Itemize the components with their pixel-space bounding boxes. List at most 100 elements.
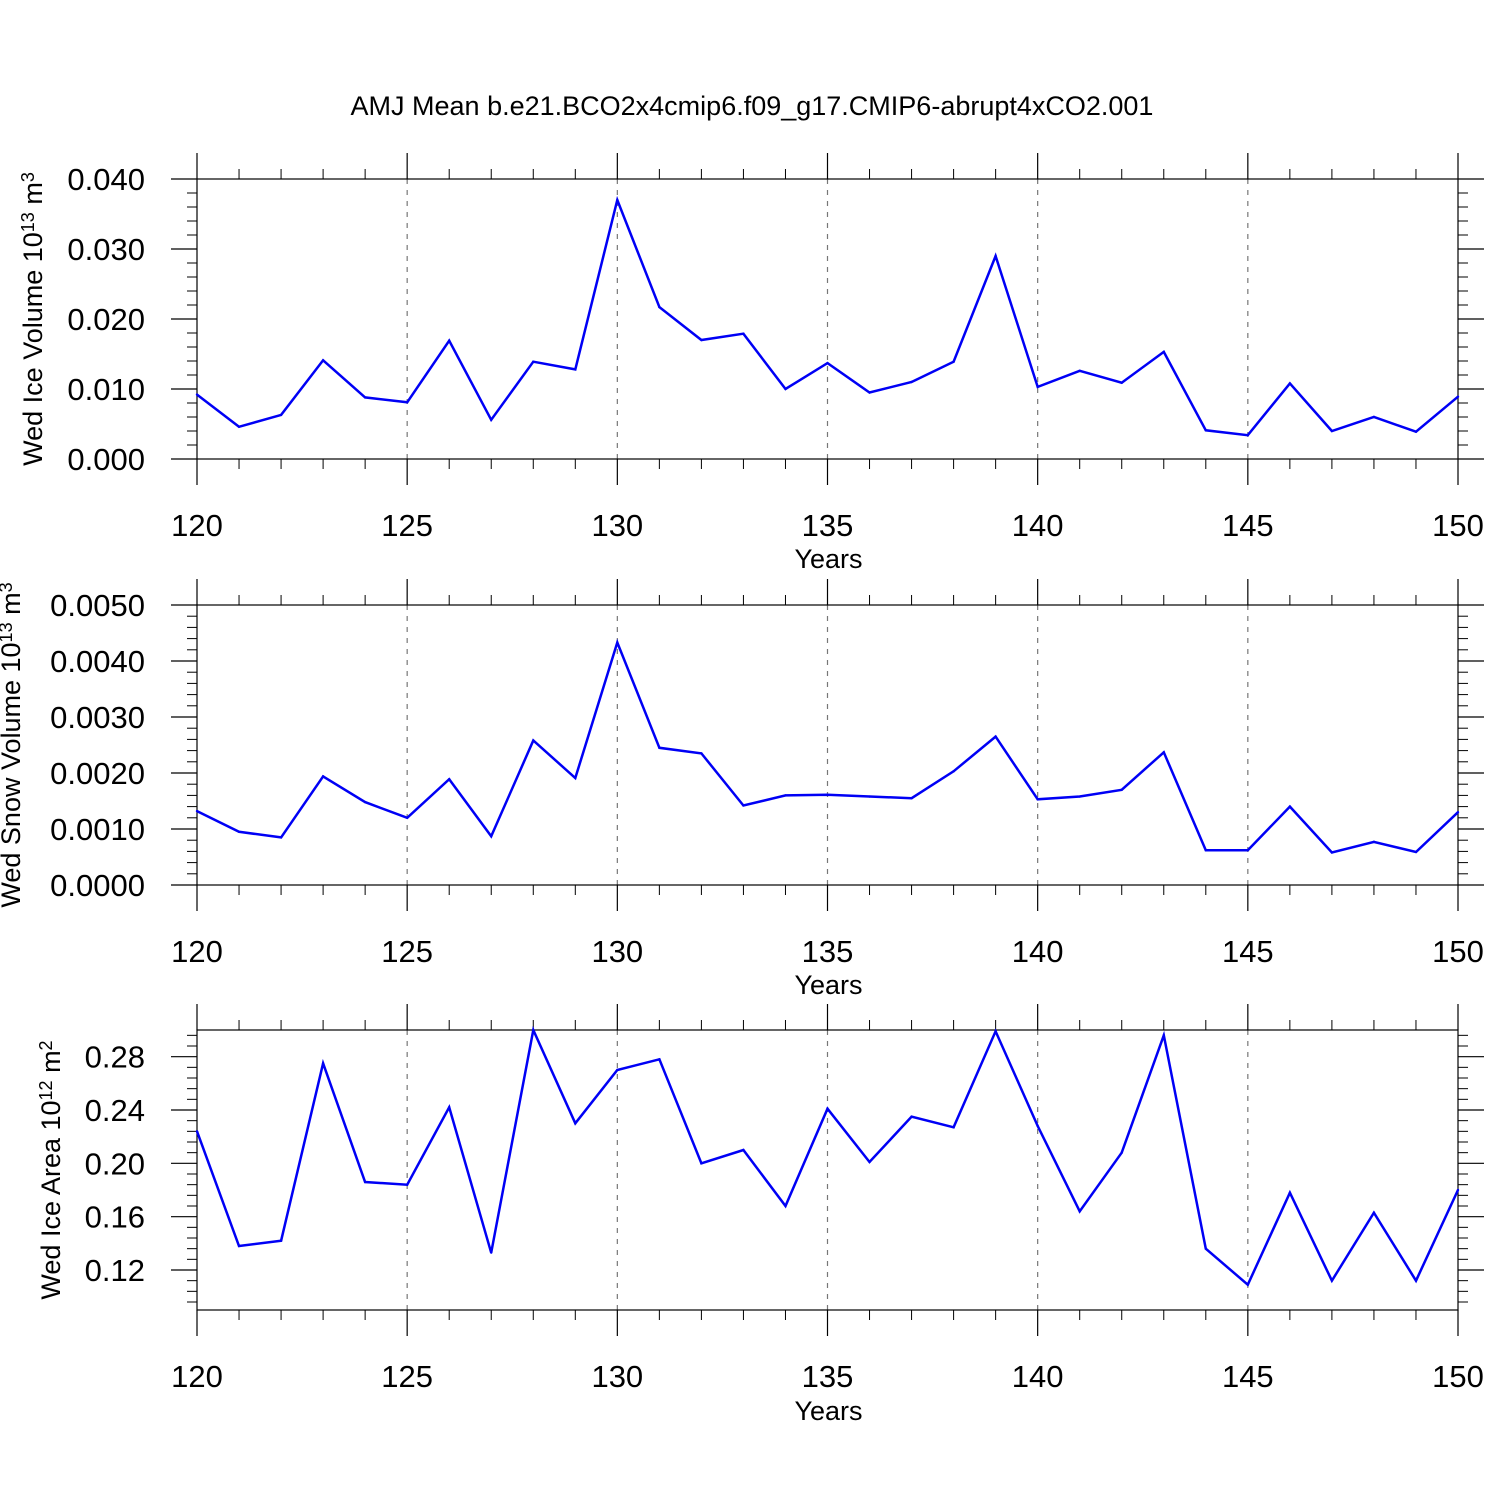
data-point [1078, 369, 1081, 372]
y-axis-label-unit-exp: 2 [36, 1040, 56, 1050]
data-point [658, 305, 661, 309]
data-point [321, 359, 325, 362]
x-tick-label: 120 [171, 508, 223, 543]
y-axis-label-base: Wed Ice Area 10 [36, 1100, 66, 1299]
data-point [1372, 840, 1376, 844]
data-point [742, 332, 745, 335]
y-axis-label: Wed Snow Volume 1013 m3 [0, 582, 26, 907]
x-tick-label: 120 [171, 1359, 223, 1394]
y-axis-label-unit-exp: 3 [18, 172, 38, 182]
data-point [1456, 395, 1460, 398]
data-point [868, 795, 871, 798]
data-point [994, 1030, 997, 1033]
x-tick-label: 125 [381, 934, 433, 969]
data-point [1456, 1188, 1460, 1192]
y-axis-label-exp: 13 [0, 622, 16, 642]
data-point [1162, 751, 1165, 754]
data-point [1036, 1124, 1039, 1128]
y-tick-label: 0.0020 [50, 756, 145, 791]
data-point [405, 816, 409, 819]
data-point [952, 770, 955, 773]
x-axis-label: Years [794, 544, 862, 574]
x-tick-label: 125 [381, 508, 433, 543]
data-point [910, 1115, 913, 1118]
data-point [1204, 849, 1208, 852]
x-tick-label: 145 [1222, 508, 1274, 543]
y-tick-label: 0.040 [67, 162, 145, 197]
data-point [1120, 1151, 1123, 1154]
data-point [195, 809, 199, 813]
data-point [363, 396, 367, 399]
data-point [574, 368, 577, 371]
x-tick-label: 140 [1012, 508, 1064, 543]
y-tick-label: 0.0030 [50, 700, 145, 735]
x-tick-label: 145 [1222, 934, 1274, 969]
data-point [616, 198, 619, 202]
data-point [490, 418, 493, 421]
series-line [195, 1025, 1460, 1287]
data-point [532, 1028, 535, 1032]
x-tick-label: 135 [802, 508, 854, 543]
data-point [1414, 430, 1418, 433]
data-point [490, 1251, 493, 1254]
data-point [363, 800, 367, 804]
data-point [574, 776, 577, 780]
data-point [237, 830, 241, 833]
data-point [1162, 1034, 1165, 1037]
x-tick-label: 150 [1432, 1359, 1484, 1394]
x-tick-label: 140 [1012, 934, 1064, 969]
y-tick-label: 0.12 [85, 1253, 145, 1288]
data-point [1120, 788, 1123, 791]
x-tick-label: 130 [591, 934, 643, 969]
data-point [1372, 1211, 1376, 1214]
data-point [363, 1180, 367, 1184]
data-point [994, 254, 997, 258]
data-point [490, 835, 493, 838]
data-point [405, 401, 409, 404]
data-point [700, 1162, 703, 1165]
data-point [1456, 811, 1460, 814]
y-axis-label-unit: m [36, 1050, 66, 1080]
data-point [616, 641, 619, 644]
data-point [448, 1106, 451, 1109]
y-axis-label-unit-exp: 3 [0, 582, 16, 592]
data-point [742, 1148, 745, 1152]
y-tick-label: 0.020 [67, 302, 145, 337]
x-tick-label: 125 [381, 1359, 433, 1394]
data-point [1246, 1283, 1250, 1286]
data-point [279, 1239, 283, 1242]
data-point [826, 361, 829, 365]
y-tick-label: 0.030 [67, 232, 145, 267]
x-axis-label: Years [794, 1396, 862, 1426]
data-point [1288, 382, 1292, 385]
data-point [532, 360, 535, 363]
y-tick-label: 0.000 [67, 442, 145, 477]
data-point [700, 752, 703, 755]
data-point [1372, 415, 1376, 419]
x-tick-label: 145 [1222, 1359, 1274, 1394]
data-point [321, 1062, 325, 1065]
plot-frame [196, 604, 1459, 886]
y-axis-label-exp: 13 [18, 212, 38, 232]
y-tick-label: 0.20 [85, 1146, 145, 1181]
y-tick-label: 0.0040 [50, 644, 145, 679]
data-point [321, 775, 325, 778]
plot-frame [196, 178, 1459, 460]
y-tick-label: 0.0010 [50, 812, 145, 847]
data-point [784, 387, 787, 391]
x-tick-label: 140 [1012, 1359, 1064, 1394]
data-point [1414, 1279, 1418, 1282]
data-point [405, 1183, 409, 1186]
data-point [784, 1204, 787, 1208]
panel-3: 120 125 130 135 140 145 150 0.12 0.16 0.20 0.24 0.2… [36, 1004, 1484, 1426]
y-axis-label-unit: m [18, 182, 48, 212]
data-point [448, 339, 451, 342]
data-point [784, 794, 787, 797]
y-axis-label: Wed Ice Area 1012 m2 [36, 1040, 66, 1299]
data-point [1204, 429, 1208, 432]
data-point [195, 393, 199, 396]
y-axis-label-exp: 12 [36, 1080, 56, 1100]
x-tick-label: 135 [802, 1359, 854, 1394]
data-point [279, 836, 283, 839]
